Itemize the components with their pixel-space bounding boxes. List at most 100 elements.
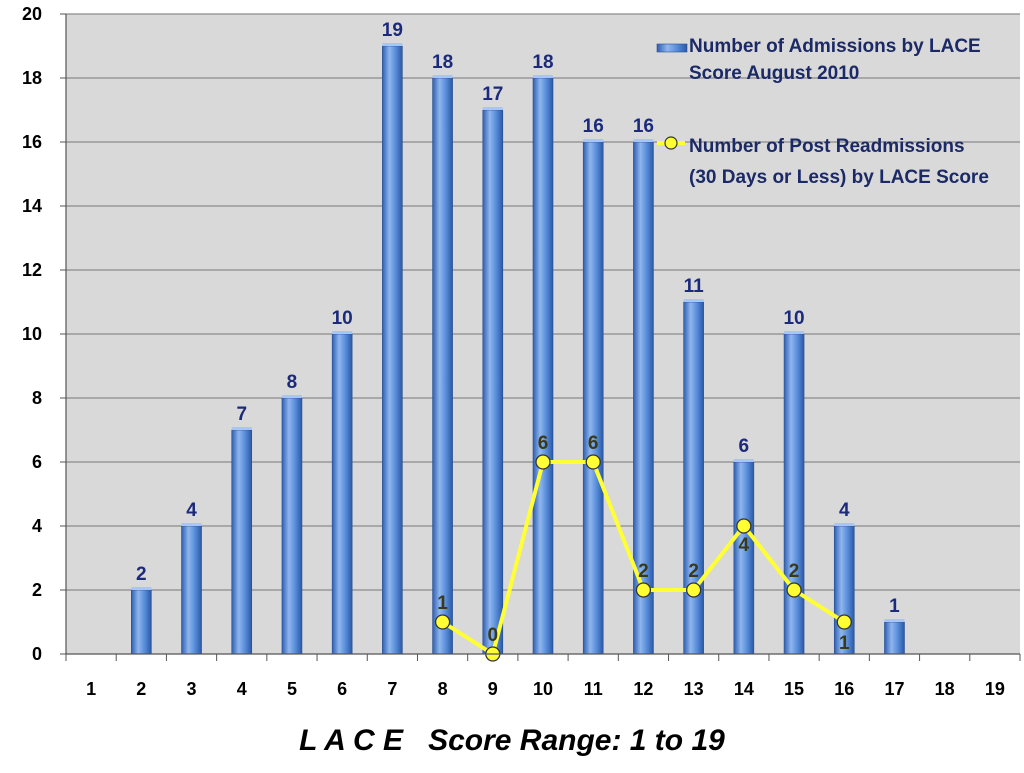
legend-label-admissions: Number of Admissions by LACE bbox=[689, 36, 981, 57]
y-tick-label: 4 bbox=[32, 516, 42, 536]
bar-top bbox=[533, 75, 553, 78]
line-point bbox=[685, 582, 702, 598]
legend: Number of Admissions by LACE Score August… bbox=[656, 36, 989, 188]
y-tick-label: 10 bbox=[22, 324, 42, 344]
x-tick-label: 5 bbox=[287, 679, 297, 699]
bar bbox=[783, 333, 805, 655]
line-data-label: 0 bbox=[488, 625, 499, 646]
x-axis-title: L A C E Score Range: 1 to 19 bbox=[299, 724, 725, 757]
bar-data-label: 6 bbox=[739, 436, 750, 457]
bar-data-label: 8 bbox=[287, 372, 298, 393]
bar bbox=[582, 141, 604, 655]
line-data-label: 1 bbox=[437, 593, 448, 614]
y-tick-label: 12 bbox=[22, 260, 42, 280]
bar-top bbox=[482, 107, 503, 110]
x-tick-label: 16 bbox=[834, 679, 854, 699]
line-point bbox=[434, 614, 451, 630]
bar-data-label: 16 bbox=[633, 116, 654, 137]
x-tick-label: 13 bbox=[684, 679, 704, 699]
x-tick-label: 19 bbox=[985, 679, 1005, 699]
legend-label-admissions: Score August 2010 bbox=[689, 63, 859, 84]
bar-data-label: 4 bbox=[839, 500, 850, 521]
bar-data-label: 7 bbox=[236, 404, 247, 425]
x-tick-label: 12 bbox=[633, 679, 653, 699]
x-tick-label: 4 bbox=[237, 679, 247, 699]
bar-data-label: 4 bbox=[186, 500, 197, 521]
bar-top bbox=[332, 331, 353, 334]
line-series: 1 0 6 6 2 2 4 2 1 bbox=[434, 433, 852, 662]
x-tick-label: 1 bbox=[86, 679, 96, 699]
line-point bbox=[836, 614, 852, 630]
bar-top bbox=[784, 331, 805, 334]
bar bbox=[131, 589, 152, 655]
bar-data-label: 10 bbox=[332, 308, 353, 329]
bar bbox=[683, 301, 704, 655]
y-tick-label: 14 bbox=[22, 196, 42, 216]
y-tick-label: 16 bbox=[22, 132, 42, 152]
line-point bbox=[786, 582, 802, 598]
line-point bbox=[585, 454, 601, 470]
line-data-label: 2 bbox=[638, 561, 649, 582]
bar bbox=[281, 397, 303, 655]
x-tick-label: 9 bbox=[488, 679, 498, 699]
line-data-label: 1 bbox=[839, 633, 850, 654]
bar bbox=[181, 525, 202, 655]
bar bbox=[231, 429, 253, 655]
bar-top bbox=[733, 459, 754, 462]
bar-top bbox=[432, 75, 453, 78]
bar-top bbox=[633, 139, 654, 142]
line-data-label: 6 bbox=[588, 433, 599, 454]
bar-top bbox=[834, 523, 855, 526]
y-tick-label: 2 bbox=[32, 580, 42, 600]
x-tick-label: 8 bbox=[438, 679, 448, 699]
line-point bbox=[635, 582, 652, 598]
line-data-label: 6 bbox=[538, 433, 549, 454]
bar-top bbox=[181, 523, 202, 526]
bar-top bbox=[231, 427, 252, 430]
bar-data-label: 18 bbox=[432, 52, 453, 73]
bar bbox=[733, 461, 755, 655]
x-tick-label: 11 bbox=[584, 679, 603, 699]
legend-label-readmissions: Number of Post Readmissions bbox=[689, 136, 965, 157]
x-tick-label: 14 bbox=[734, 679, 754, 699]
bar-top bbox=[131, 587, 152, 590]
legend-point-swatch bbox=[664, 136, 678, 150]
bar bbox=[532, 77, 554, 655]
x-tick-label: 18 bbox=[935, 679, 955, 699]
y-tick-label: 0 bbox=[32, 644, 42, 664]
y-tick-label: 6 bbox=[32, 452, 42, 472]
bar-top bbox=[884, 619, 905, 622]
legend-label-readmissions: (30 Days or Less) by LACE Score bbox=[689, 167, 989, 188]
x-tick-label: 7 bbox=[387, 679, 397, 699]
line-data-label: 2 bbox=[789, 561, 800, 582]
bar bbox=[884, 621, 905, 655]
y-tick-label: 18 bbox=[22, 68, 42, 88]
bar-data-label: 16 bbox=[583, 116, 604, 137]
bar-data-label: 2 bbox=[136, 564, 147, 585]
bar bbox=[432, 77, 453, 655]
line-point bbox=[736, 518, 752, 534]
x-tick-label: 2 bbox=[136, 679, 146, 699]
bar-data-label: 1 bbox=[889, 596, 900, 617]
bar-data-label: 18 bbox=[532, 52, 553, 73]
bar-data-label: 19 bbox=[382, 20, 403, 41]
bar bbox=[482, 109, 504, 655]
bar-data-label: 10 bbox=[783, 308, 804, 329]
x-tick-label: 15 bbox=[784, 679, 804, 699]
y-tick-label: 8 bbox=[32, 388, 42, 408]
line-data-label: 4 bbox=[739, 535, 750, 556]
bar-top bbox=[281, 395, 302, 398]
x-tick-label: 17 bbox=[884, 679, 904, 699]
line-point bbox=[535, 454, 551, 470]
bar-data-label: 11 bbox=[684, 276, 705, 297]
y-tick-label: 20 bbox=[22, 4, 42, 24]
x-tick-label: 6 bbox=[337, 679, 347, 699]
x-tick-label: 3 bbox=[187, 679, 197, 699]
x-tick-label: 10 bbox=[533, 679, 553, 699]
bar-top bbox=[683, 299, 704, 302]
bar bbox=[331, 333, 353, 655]
